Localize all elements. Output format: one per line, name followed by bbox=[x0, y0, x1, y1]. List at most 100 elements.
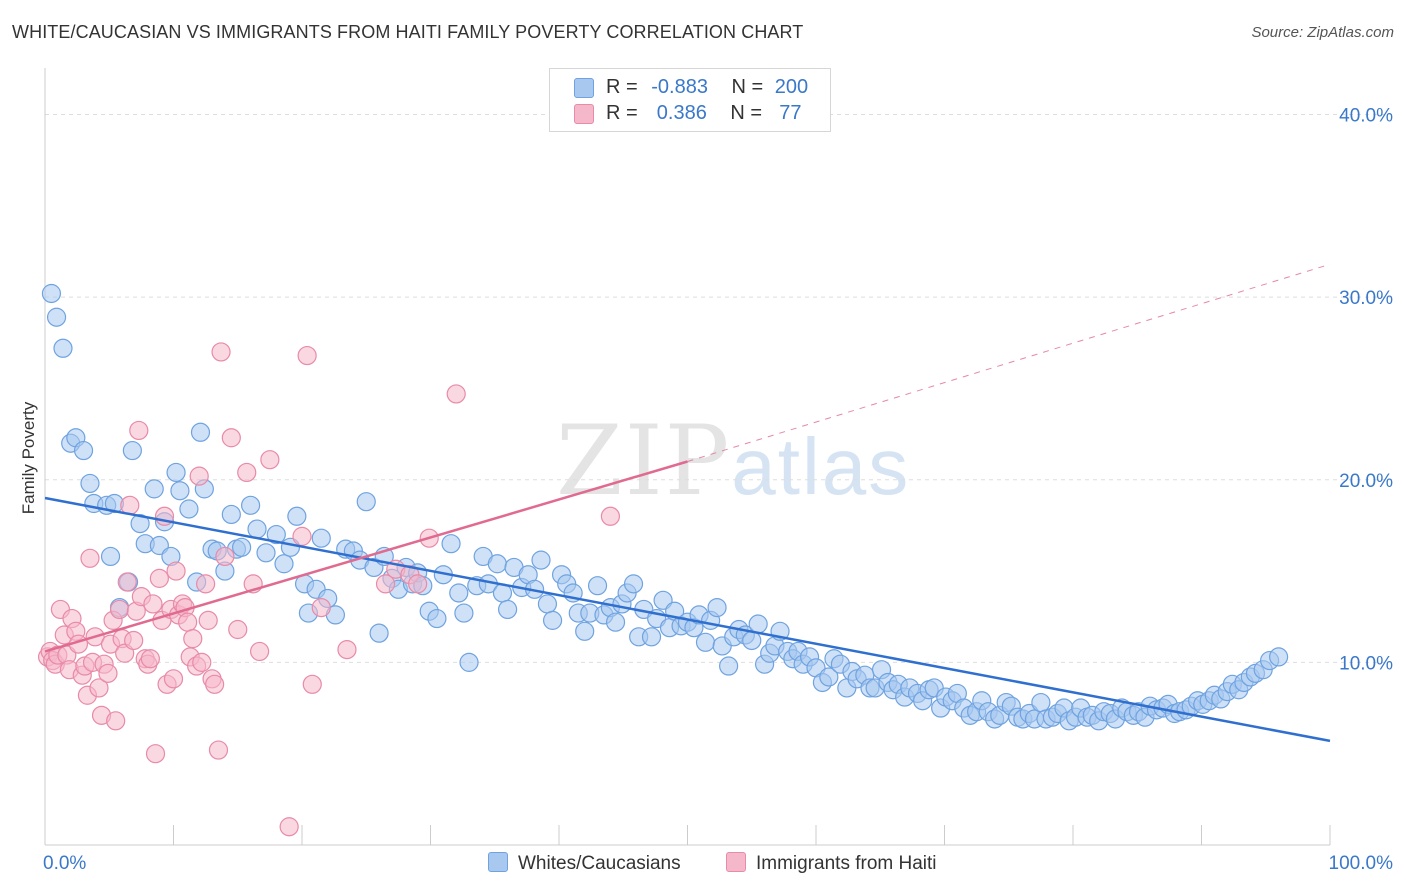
point-whites bbox=[122, 440, 142, 461]
watermark-zip: ZIP bbox=[556, 405, 732, 517]
point-haiti bbox=[297, 345, 317, 366]
point-haiti bbox=[124, 630, 144, 651]
point-whites bbox=[179, 499, 199, 519]
point-whites bbox=[287, 506, 307, 526]
y-tick-label: 20.0% bbox=[1339, 471, 1393, 492]
point-whites bbox=[459, 652, 479, 672]
legend-n-label: N = bbox=[731, 76, 764, 98]
point-whites bbox=[100, 546, 121, 567]
point-whites bbox=[130, 513, 150, 534]
point-haiti bbox=[129, 420, 149, 441]
point-haiti bbox=[198, 610, 218, 630]
point-whites bbox=[441, 534, 461, 554]
point-whites bbox=[454, 603, 474, 623]
point-whites bbox=[542, 610, 563, 630]
point-haiti bbox=[408, 574, 428, 594]
point-whites bbox=[274, 554, 294, 574]
point-haiti bbox=[311, 597, 331, 618]
legend-r-value: 0.386 bbox=[651, 102, 707, 124]
source-label: Source: ZipAtlas.com bbox=[1251, 24, 1394, 41]
point-whites bbox=[748, 614, 768, 634]
point-haiti bbox=[89, 678, 109, 698]
y-axis-title: Family Poverty bbox=[19, 401, 38, 514]
point-haiti bbox=[145, 744, 166, 764]
point-whites bbox=[241, 495, 261, 515]
point-whites bbox=[1031, 692, 1051, 713]
watermark-atlas: atlas bbox=[731, 422, 911, 511]
bottom-legend-label-whites: Whites/Caucasians bbox=[518, 853, 681, 874]
point-haiti bbox=[221, 428, 241, 448]
point-haiti bbox=[140, 649, 160, 669]
point-haiti bbox=[205, 674, 225, 694]
point-whites bbox=[575, 621, 595, 641]
point-whites bbox=[166, 462, 186, 483]
legend-r-label: R = bbox=[606, 102, 638, 124]
legend-n-value: 77 bbox=[773, 102, 802, 124]
bottom-legend-haiti: Immigrants from Haiti bbox=[726, 852, 937, 875]
point-whites bbox=[449, 583, 469, 603]
trend-line-haiti bbox=[44, 460, 688, 653]
axes bbox=[44, 68, 1331, 846]
point-haiti bbox=[189, 466, 209, 486]
point-haiti bbox=[117, 572, 137, 592]
y-tick-label: 30.0% bbox=[1339, 288, 1393, 309]
point-whites bbox=[311, 528, 331, 548]
point-whites bbox=[641, 627, 662, 647]
point-whites bbox=[719, 656, 739, 676]
watermark: ZIPatlas bbox=[556, 405, 910, 517]
y-tick-label: 10.0% bbox=[1339, 653, 1393, 674]
point-haiti bbox=[211, 342, 231, 362]
point-haiti bbox=[228, 619, 248, 640]
point-whites bbox=[427, 608, 447, 629]
point-whites bbox=[605, 612, 626, 632]
point-whites bbox=[46, 307, 67, 327]
point-haiti bbox=[196, 574, 216, 594]
point-whites bbox=[41, 283, 62, 304]
point-whites bbox=[742, 630, 762, 651]
point-haiti bbox=[149, 568, 169, 588]
point-haiti bbox=[80, 548, 100, 568]
point-haiti bbox=[260, 450, 280, 470]
point-whites bbox=[356, 492, 376, 512]
legend-r-value: -0.883 bbox=[651, 76, 708, 98]
point-haiti bbox=[143, 594, 163, 614]
point-whites bbox=[256, 543, 276, 563]
trend-lines bbox=[44, 263, 1331, 743]
point-whites bbox=[144, 479, 164, 499]
point-whites bbox=[247, 519, 267, 539]
x-tick-label-end: 100.0% bbox=[1329, 853, 1394, 874]
point-whites bbox=[190, 422, 211, 442]
x-tick-label-start: 0.0% bbox=[43, 853, 86, 874]
point-whites bbox=[73, 440, 94, 461]
point-haiti bbox=[215, 546, 235, 567]
point-haiti bbox=[178, 612, 198, 632]
point-haiti bbox=[446, 384, 466, 404]
legend-n-label: N = bbox=[730, 102, 763, 124]
bottom-legend-whites: Whites/Caucasians bbox=[488, 852, 681, 875]
point-whites bbox=[369, 623, 389, 643]
bottom-legend-swatch-whites bbox=[488, 852, 508, 872]
point-haiti bbox=[109, 599, 130, 620]
point-whites bbox=[53, 338, 73, 358]
trend-line-haiti-extension bbox=[687, 263, 1331, 462]
point-haiti bbox=[98, 663, 118, 683]
legend-box: R = -0.883 N = 200 R = 0.386 N = 77 bbox=[549, 68, 831, 132]
point-whites bbox=[1268, 647, 1289, 667]
point-haiti bbox=[279, 817, 299, 837]
y-tick-label: 40.0% bbox=[1339, 106, 1393, 127]
point-whites bbox=[232, 537, 252, 557]
point-whites bbox=[623, 574, 644, 594]
legend-swatch-haiti bbox=[574, 104, 594, 124]
point-haiti bbox=[337, 639, 357, 660]
point-haiti bbox=[292, 526, 312, 546]
point-whites bbox=[487, 554, 507, 574]
point-haiti bbox=[375, 574, 396, 594]
bottom-legend-label-haiti: Immigrants from Haiti bbox=[756, 853, 937, 874]
chart-title: WHITE/CAUCASIAN VS IMMIGRANTS FROM HAITI… bbox=[12, 22, 804, 42]
point-whites bbox=[498, 599, 518, 620]
point-haiti bbox=[237, 462, 257, 483]
point-haiti bbox=[183, 629, 203, 649]
point-whites bbox=[221, 504, 241, 525]
point-whites bbox=[531, 550, 551, 570]
